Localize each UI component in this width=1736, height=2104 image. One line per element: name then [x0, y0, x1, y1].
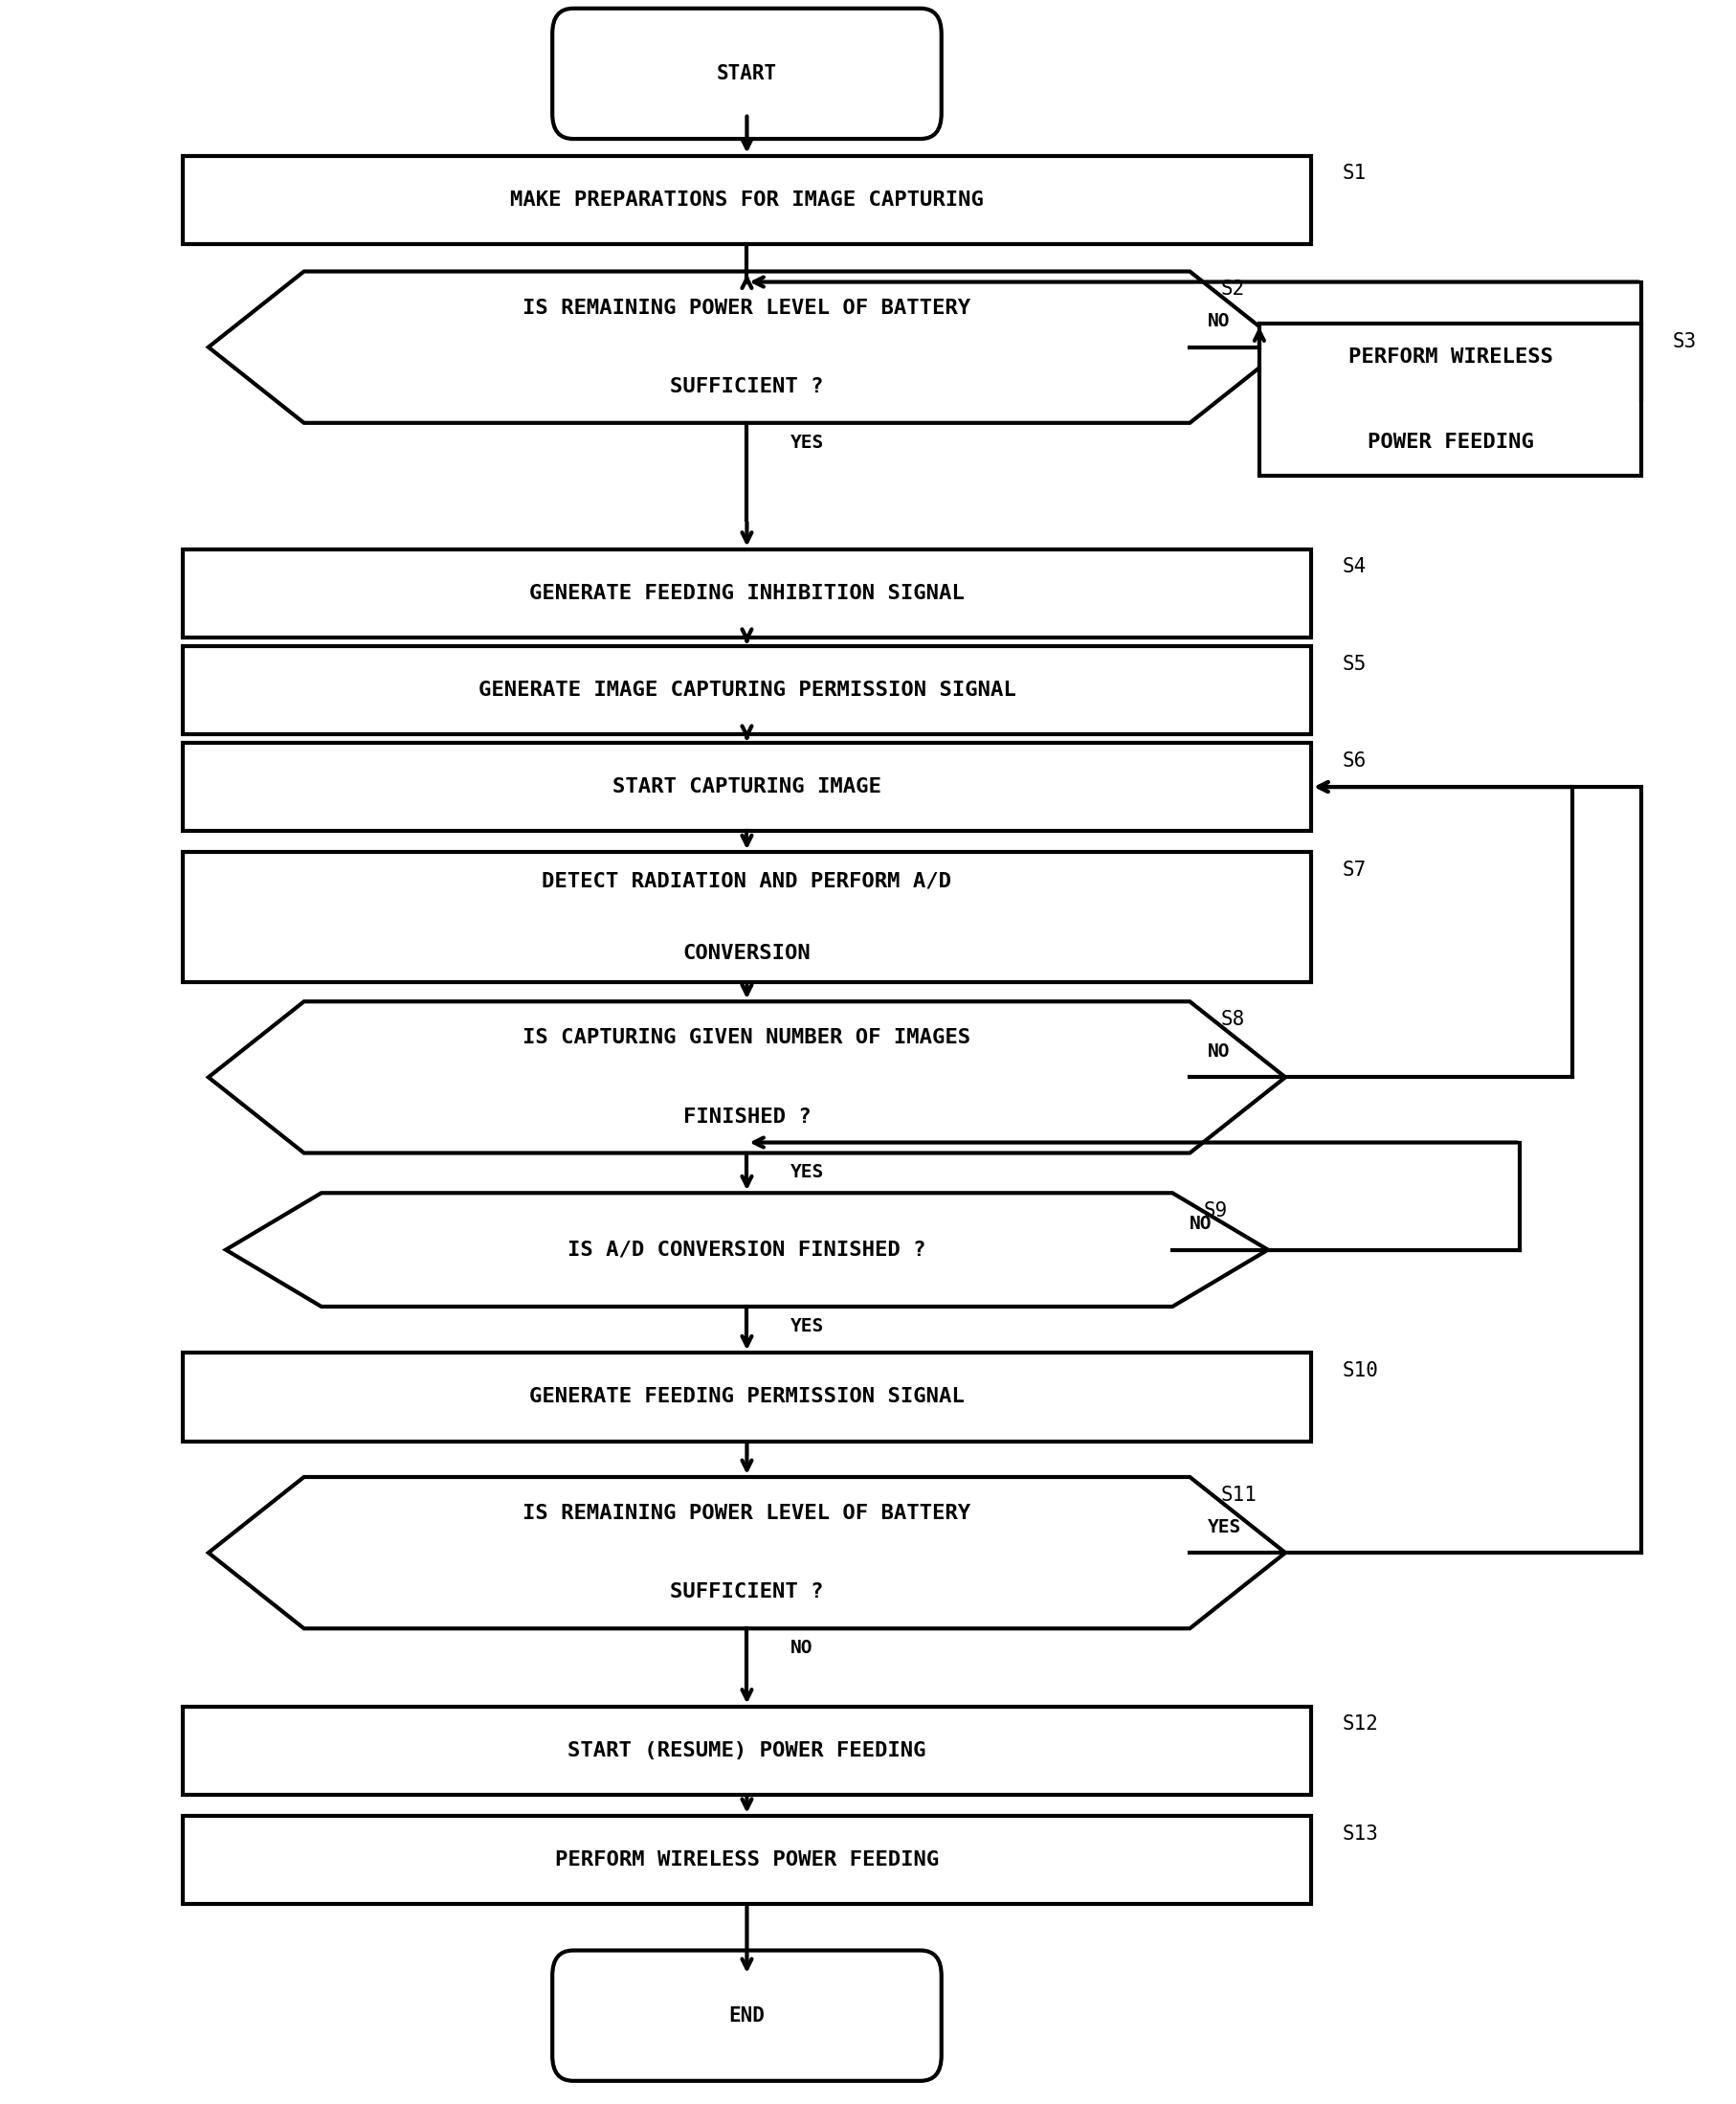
- Text: END: END: [729, 2005, 764, 2026]
- Polygon shape: [208, 271, 1285, 423]
- Text: S3: S3: [1672, 332, 1696, 351]
- Text: NO: NO: [1207, 1041, 1229, 1060]
- Text: NO: NO: [790, 1639, 812, 1658]
- Text: YES: YES: [790, 1317, 823, 1336]
- Bar: [182, 743, 1311, 831]
- Text: CONVERSION: CONVERSION: [682, 945, 811, 964]
- Text: IS A/D CONVERSION FINISHED ?: IS A/D CONVERSION FINISHED ?: [568, 1239, 925, 1260]
- Text: S5: S5: [1342, 654, 1366, 673]
- Text: S11: S11: [1220, 1485, 1257, 1504]
- Text: SUFFICIENT ?: SUFFICIENT ?: [670, 1582, 823, 1601]
- Text: START CAPTURING IMAGE: START CAPTURING IMAGE: [613, 776, 880, 797]
- Polygon shape: [208, 1477, 1285, 1628]
- Text: S8: S8: [1220, 1010, 1245, 1029]
- Text: GENERATE FEEDING INHIBITION SIGNAL: GENERATE FEEDING INHIBITION SIGNAL: [529, 583, 963, 604]
- Bar: [182, 852, 1311, 983]
- Bar: [182, 1816, 1311, 1904]
- Text: IS REMAINING POWER LEVEL OF BATTERY: IS REMAINING POWER LEVEL OF BATTERY: [523, 299, 970, 318]
- Text: FINISHED ?: FINISHED ?: [682, 1107, 811, 1126]
- Text: S7: S7: [1342, 861, 1366, 879]
- Text: YES: YES: [790, 1164, 823, 1182]
- Text: S9: S9: [1203, 1201, 1227, 1220]
- Text: S2: S2: [1220, 280, 1245, 299]
- Bar: [182, 156, 1311, 244]
- Bar: [182, 549, 1311, 638]
- Polygon shape: [208, 1002, 1285, 1153]
- Text: S10: S10: [1342, 1361, 1378, 1380]
- Text: MAKE PREPARATIONS FOR IMAGE CAPTURING: MAKE PREPARATIONS FOR IMAGE CAPTURING: [510, 189, 983, 210]
- Text: PERFORM WIRELESS POWER FEEDING: PERFORM WIRELESS POWER FEEDING: [554, 1849, 939, 1870]
- Text: SUFFICIENT ?: SUFFICIENT ?: [670, 377, 823, 396]
- Text: NO: NO: [1207, 311, 1229, 330]
- Text: S4: S4: [1342, 558, 1366, 576]
- Text: PERFORM WIRELESS: PERFORM WIRELESS: [1347, 347, 1552, 366]
- FancyBboxPatch shape: [552, 1950, 941, 2081]
- Text: START (RESUME) POWER FEEDING: START (RESUME) POWER FEEDING: [568, 1740, 925, 1761]
- Text: IS REMAINING POWER LEVEL OF BATTERY: IS REMAINING POWER LEVEL OF BATTERY: [523, 1504, 970, 1523]
- Text: POWER FEEDING: POWER FEEDING: [1366, 433, 1533, 452]
- Text: S12: S12: [1342, 1715, 1378, 1734]
- Text: GENERATE IMAGE CAPTURING PERMISSION SIGNAL: GENERATE IMAGE CAPTURING PERMISSION SIGN…: [477, 680, 1016, 701]
- Text: S6: S6: [1342, 751, 1366, 770]
- Text: S1: S1: [1342, 164, 1366, 183]
- Bar: [182, 646, 1311, 734]
- Text: DETECT RADIATION AND PERFORM A/D: DETECT RADIATION AND PERFORM A/D: [542, 871, 951, 890]
- Bar: [1259, 324, 1641, 476]
- Text: NO: NO: [1189, 1214, 1212, 1233]
- Polygon shape: [226, 1193, 1267, 1307]
- Text: IS CAPTURING GIVEN NUMBER OF IMAGES: IS CAPTURING GIVEN NUMBER OF IMAGES: [523, 1029, 970, 1048]
- Text: YES: YES: [790, 433, 823, 452]
- Text: S13: S13: [1342, 1824, 1378, 1843]
- Text: GENERATE FEEDING PERMISSION SIGNAL: GENERATE FEEDING PERMISSION SIGNAL: [529, 1387, 963, 1408]
- Text: YES: YES: [1207, 1517, 1240, 1536]
- Bar: [182, 1353, 1311, 1441]
- Bar: [182, 1706, 1311, 1795]
- Text: START: START: [717, 63, 776, 84]
- FancyBboxPatch shape: [552, 8, 941, 139]
